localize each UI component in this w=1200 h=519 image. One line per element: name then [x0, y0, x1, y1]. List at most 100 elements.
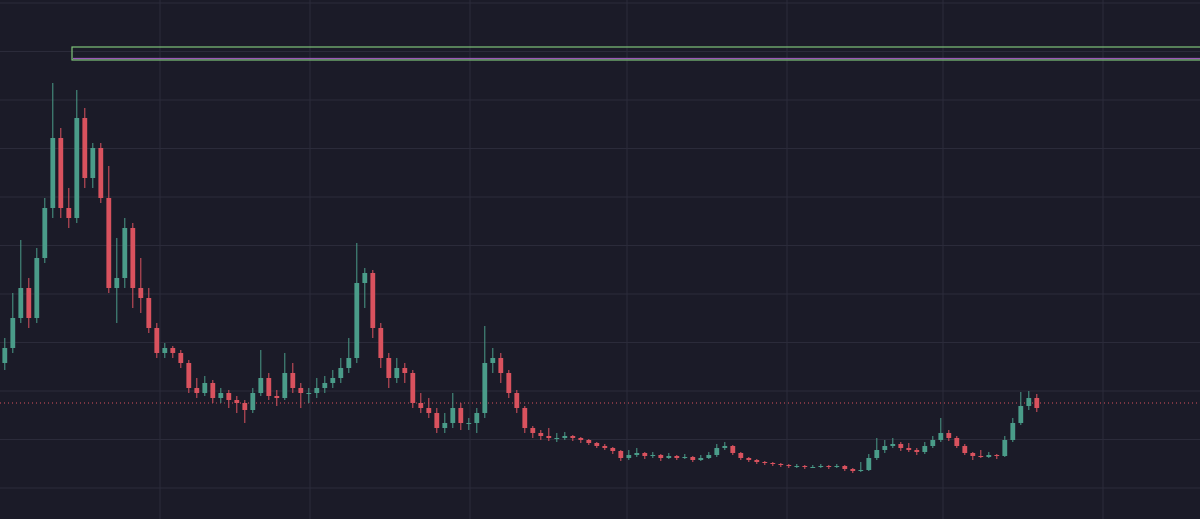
candle-body	[650, 455, 656, 456]
candle-body	[818, 466, 824, 467]
candle-body	[786, 465, 792, 466]
candle-body	[386, 358, 392, 378]
candle-body	[18, 288, 24, 318]
candle-body	[2, 348, 8, 363]
candle-body	[90, 148, 96, 178]
candle-body	[402, 368, 408, 373]
candle-body	[26, 288, 32, 318]
candle-body	[994, 455, 1000, 456]
candle-body	[322, 383, 328, 388]
candle-body	[226, 393, 232, 400]
candle-body	[1034, 398, 1040, 408]
candle-body	[842, 466, 848, 469]
candle-body	[674, 456, 680, 458]
candle-body	[898, 444, 904, 448]
candle-body	[194, 388, 200, 393]
candle-body	[794, 466, 800, 467]
candle-body	[826, 466, 832, 467]
candle-body	[546, 436, 552, 438]
candle-body	[586, 440, 592, 443]
candle-body	[874, 450, 880, 458]
candle-body	[66, 208, 72, 218]
candle-body	[418, 403, 424, 408]
candle-body	[298, 388, 304, 393]
candle-body	[530, 428, 536, 433]
candle-body	[162, 348, 168, 353]
candle-body	[234, 400, 240, 403]
candle-body	[810, 467, 816, 468]
candle-body	[1002, 440, 1008, 456]
candle-body	[58, 138, 64, 208]
candle-body	[282, 373, 288, 398]
candle-body	[466, 423, 472, 424]
candle-body	[754, 460, 760, 462]
candle-body	[138, 288, 144, 298]
candle-body	[122, 228, 128, 278]
candle-body	[458, 408, 464, 423]
candle-body	[594, 443, 600, 446]
candle-body	[978, 456, 984, 457]
candle-body	[490, 358, 496, 363]
candle-body	[10, 318, 16, 348]
candle-body	[922, 446, 928, 452]
candle-body	[338, 368, 344, 378]
candle-body	[474, 413, 480, 423]
candle-body	[362, 273, 368, 283]
candle-body	[74, 118, 80, 218]
candle-body	[98, 148, 104, 198]
candle-body	[890, 444, 896, 446]
candle-body	[770, 463, 776, 464]
candle-body	[522, 408, 528, 428]
candle-body	[202, 383, 208, 393]
candle-body	[946, 433, 952, 438]
candle-body	[258, 378, 264, 393]
candle-body	[602, 446, 608, 448]
candle-body	[170, 348, 176, 353]
candle-body	[42, 208, 48, 258]
candle-body	[514, 393, 520, 408]
candle-body	[930, 440, 936, 446]
candle-body	[714, 448, 720, 455]
candle-body	[858, 470, 864, 471]
candle-body	[738, 453, 744, 458]
candle-body	[314, 388, 320, 393]
candle-body	[914, 450, 920, 452]
candle-body	[154, 328, 160, 353]
candle-body	[970, 453, 976, 456]
candle-body	[634, 453, 640, 455]
candle-body	[666, 456, 672, 458]
candle-body	[498, 358, 504, 373]
candle-body	[130, 228, 136, 288]
candle-body	[82, 118, 88, 178]
candle-body	[210, 383, 216, 398]
candle-body	[242, 403, 248, 410]
candle-body	[570, 436, 576, 438]
candle-body	[394, 368, 400, 378]
candle-body	[50, 138, 56, 208]
candle-body	[290, 373, 296, 388]
candle-body	[762, 462, 768, 463]
candle-body	[1018, 406, 1024, 423]
candle-body	[482, 363, 488, 413]
candle-body	[706, 455, 712, 458]
candle-body	[938, 433, 944, 440]
candle-body	[906, 448, 912, 450]
candle-body	[722, 446, 728, 448]
candle-body	[642, 453, 648, 456]
candle-body	[266, 378, 272, 396]
candle-body	[146, 298, 152, 328]
candle-body	[610, 448, 616, 451]
candle-body	[882, 446, 888, 450]
candle-body	[434, 413, 440, 428]
candle-body	[410, 373, 416, 403]
candle-body	[186, 363, 192, 388]
candle-body	[450, 408, 456, 423]
candle-body	[426, 408, 432, 413]
candle-body	[370, 273, 376, 328]
candle-body	[778, 464, 784, 465]
candle-body	[682, 457, 688, 458]
candle-body	[986, 455, 992, 457]
